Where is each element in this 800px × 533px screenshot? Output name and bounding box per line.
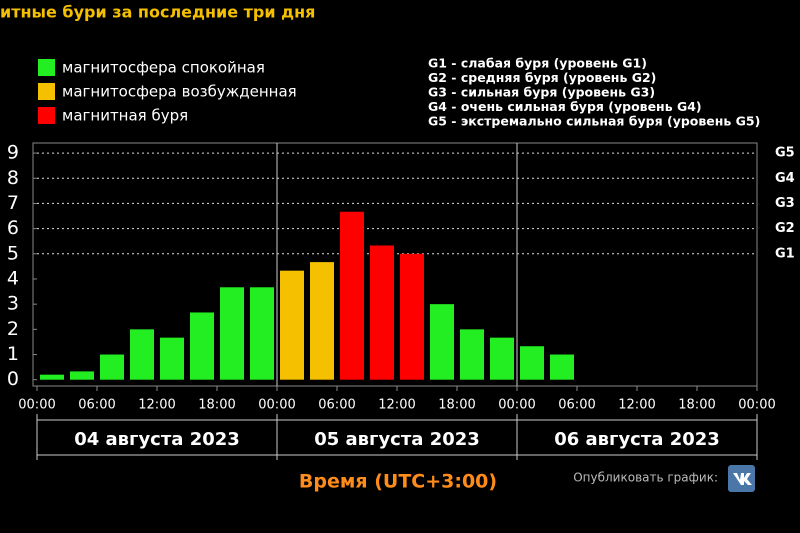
vk-logo	[733, 473, 752, 485]
x-tick-label: 00:00	[738, 398, 775, 413]
legend-swatch	[38, 107, 55, 124]
y-tick-label: 0	[7, 368, 19, 390]
legend-swatch	[38, 59, 55, 76]
x-tick-label: 00:00	[258, 398, 295, 413]
y-tick-label: 7	[7, 192, 19, 214]
legend-label: магнитосфера спокойная	[62, 59, 265, 77]
y-tick-label: 3	[7, 293, 19, 315]
y-tick-label: 9	[7, 142, 19, 164]
bar	[280, 270, 304, 380]
bar	[400, 253, 424, 380]
x-tick-label: 06:00	[78, 398, 115, 413]
bar	[520, 346, 544, 380]
scale-note: G5 - экстремально сильная буря (уровень …	[428, 114, 760, 129]
y-tick-label: 2	[7, 318, 19, 340]
day-label: 04 августа 2023	[74, 429, 240, 450]
x-tick-label: 12:00	[138, 398, 175, 413]
bar	[370, 245, 394, 380]
bar	[250, 287, 274, 380]
scale-note: G1 - слабая буря (уровень G1)	[428, 56, 647, 71]
y-tick-label: 4	[7, 267, 19, 289]
day-label: 06 августа 2023	[554, 429, 720, 450]
bar	[40, 374, 64, 380]
legend-label: магнитная буря	[62, 107, 188, 125]
scale-note: G2 - средняя буря (уровень G2)	[428, 70, 656, 85]
y2-tick-label: G4	[775, 171, 795, 186]
bar	[340, 211, 364, 380]
bar	[100, 354, 124, 380]
x-axis-label: Время (UTC+3:00)	[299, 471, 497, 493]
x-tick-label: 18:00	[198, 398, 235, 413]
x-tick-label: 00:00	[498, 398, 535, 413]
y2-tick-label: G5	[775, 146, 795, 161]
bar	[310, 262, 334, 380]
publish-label: Опубликовать график:	[573, 471, 718, 485]
bar	[70, 371, 94, 380]
scale-note: G4 - очень сильная буря (уровень G4)	[428, 99, 702, 114]
bar	[460, 329, 484, 380]
bar	[550, 354, 574, 380]
bar	[490, 337, 514, 380]
x-tick-label: 18:00	[678, 398, 715, 413]
bar	[430, 304, 454, 380]
x-tick-label: 12:00	[378, 398, 415, 413]
legend-label: магнитосфера возбужденная	[62, 83, 297, 101]
y-tick-label: 6	[7, 217, 19, 239]
y2-tick-label: G1	[775, 246, 795, 261]
y-tick-label: 1	[7, 343, 19, 365]
bar	[160, 337, 184, 380]
y-tick-label: 8	[7, 167, 19, 189]
plot-frame	[32, 142, 758, 387]
scale-note: G3 - сильная буря (уровень G3)	[428, 85, 655, 100]
y2-tick-label: G2	[775, 221, 795, 236]
bar	[220, 287, 244, 380]
chart-title: итные бури за последние три дня	[0, 3, 315, 22]
x-tick-label: 12:00	[618, 398, 655, 413]
bar	[190, 312, 214, 380]
y2-tick-label: G3	[775, 196, 795, 211]
x-tick-label: 06:00	[318, 398, 355, 413]
x-tick-label: 06:00	[558, 398, 595, 413]
x-tick-label: 18:00	[438, 398, 475, 413]
x-tick-label: 00:00	[18, 398, 55, 413]
bar	[130, 329, 154, 380]
y-tick-label: 5	[7, 242, 19, 264]
legend-swatch	[38, 83, 55, 100]
day-label: 05 августа 2023	[314, 429, 480, 450]
